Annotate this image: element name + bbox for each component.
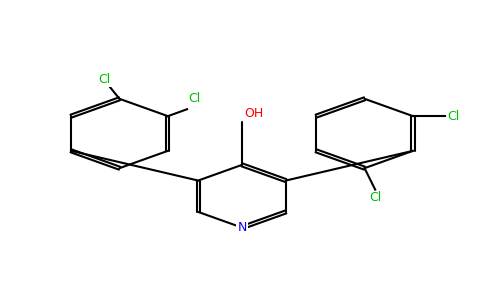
Text: Cl: Cl bbox=[189, 92, 201, 105]
Text: Cl: Cl bbox=[99, 73, 111, 86]
Text: Cl: Cl bbox=[369, 191, 381, 204]
Text: N: N bbox=[237, 221, 247, 234]
Text: Cl: Cl bbox=[448, 110, 460, 123]
Text: OH: OH bbox=[245, 107, 264, 120]
